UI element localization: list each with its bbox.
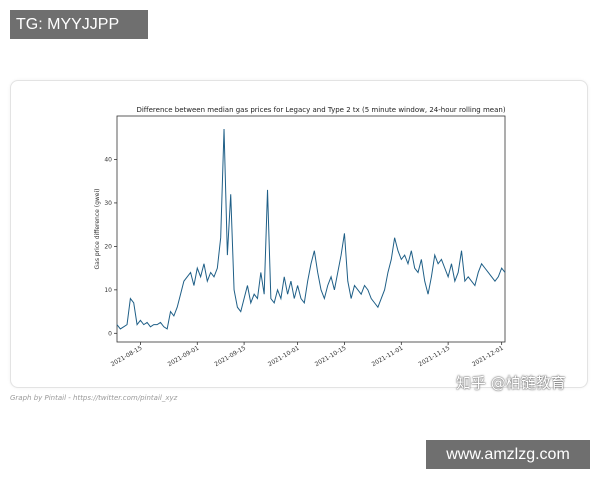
plot-area [116,115,506,343]
x-tick-label: 2021-11-15 [417,345,451,369]
x-tick-label: 2021-11-01 [371,345,405,369]
watermark-bottom-tag: www.amzlzg.com [426,440,590,469]
x-tick-label: 2021-10-15 [314,345,348,369]
x-tick-label: 2021-09-01 [167,345,201,369]
y-tick-label: 0 [108,330,112,337]
watermark-top-tag: TG: MYYJJPP [10,10,148,39]
y-tick-label: 30 [104,200,112,207]
image-credit: Graph by Pintail - https://twitter.com/p… [10,394,178,402]
x-axis: 2021-08-15 2021-09-01 2021-09-15 2021-10-01… [110,342,505,368]
y-axis-label: Gas price difference (gwei) [94,189,101,270]
y-axis: 0 10 20 30 40 [104,156,117,337]
line-chart: Difference between median gas prices for… [94,106,506,368]
x-tick-label: 2021-08-15 [110,345,144,369]
y-tick-label: 40 [104,156,112,163]
x-tick-label: 2021-09-15 [213,345,247,369]
y-tick-label: 20 [104,243,112,250]
y-tick-label: 10 [104,287,112,294]
x-tick-label: 2021-10-01 [267,345,301,369]
watermark-cn: 知乎 @柏链教育 [456,374,566,392]
chart-card: Difference between median gas prices for… [10,80,588,388]
x-tick-label: 2021-12-01 [471,345,505,369]
series-line [116,129,506,330]
chart-title: Difference between median gas prices for… [136,106,505,114]
